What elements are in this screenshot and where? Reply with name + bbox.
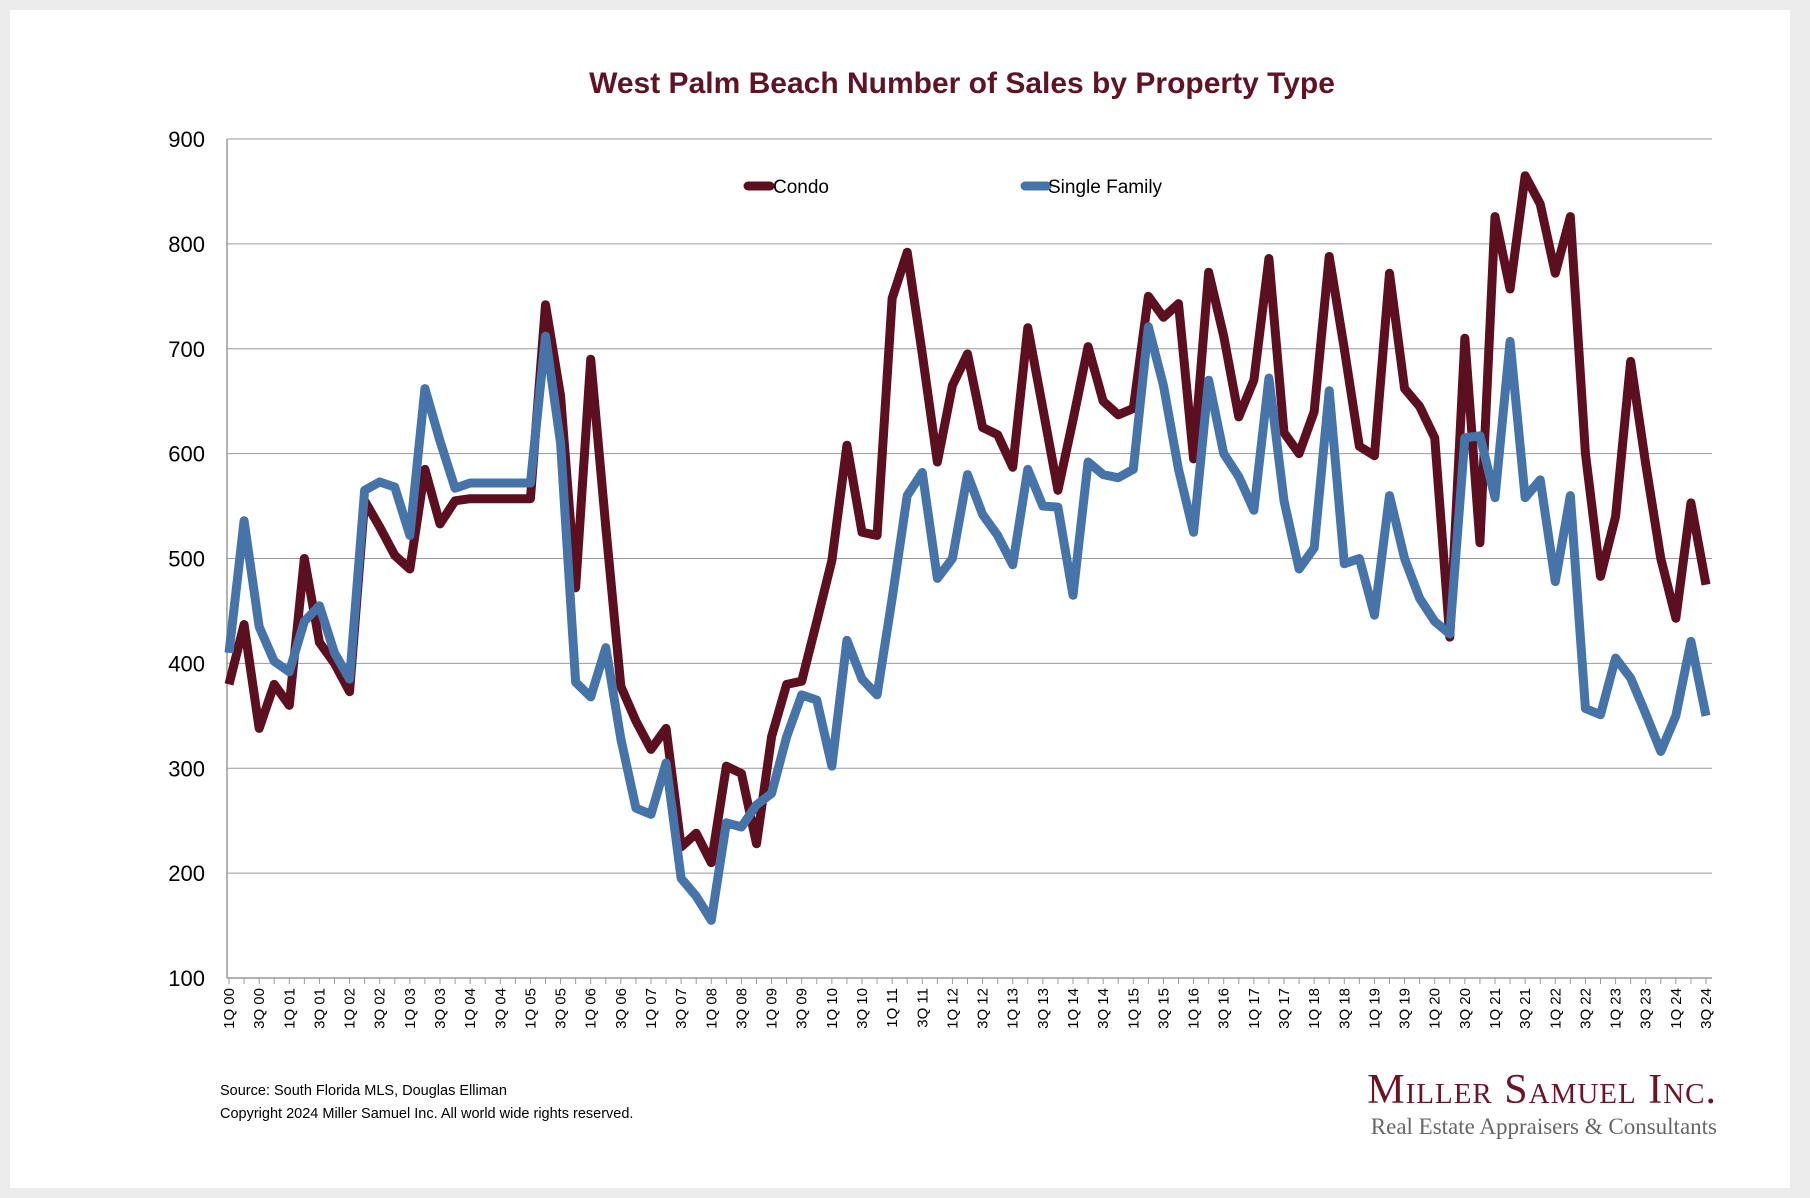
series-lines: [224, 171, 1711, 925]
x-tick-label: 3Q 22: [1577, 988, 1594, 1029]
x-tick-label: 3Q 07: [673, 988, 690, 1029]
x-tick-label: 1Q 16: [1186, 988, 1203, 1029]
x-tick-label: 1Q 01: [281, 988, 298, 1029]
x-tick-label: 3Q 06: [613, 988, 630, 1029]
x-tick-label: 3Q 09: [794, 988, 811, 1029]
x-tick-label: 1Q 02: [342, 988, 359, 1029]
single-family-line: [224, 322, 1711, 925]
legend: Condo Single Family: [743, 177, 1163, 198]
x-tick-label: 1Q 21: [1487, 988, 1504, 1029]
x-tick-label: 1Q 20: [1427, 988, 1444, 1029]
source-note: Source: South Florida MLS, Douglas Ellim…: [220, 1083, 507, 1099]
chart-title: West Palm Beach Number of Sales by Prope…: [589, 67, 1335, 100]
condo-legend-label: Condo: [773, 177, 829, 198]
x-tick-label: 3Q 02: [372, 988, 389, 1029]
x-tick-label: 3Q 01: [311, 988, 328, 1029]
x-tick-label: 3Q 00: [251, 988, 268, 1029]
y-tick-label: 500: [168, 547, 205, 572]
x-tick-label: 3Q 03: [432, 988, 449, 1029]
x-tick-label: 3Q 04: [492, 988, 509, 1029]
x-tick-label: 3Q 13: [1035, 988, 1052, 1029]
x-tick-label: 1Q 17: [1246, 988, 1263, 1029]
x-tick-label: 3Q 12: [975, 988, 992, 1029]
x-tick-label: 3Q 23: [1638, 988, 1655, 1029]
x-tick-label: 1Q 15: [1125, 988, 1142, 1029]
x-tick-label: 1Q 22: [1547, 988, 1564, 1029]
y-tick-label: 400: [168, 651, 205, 676]
x-tick-label: 3Q 21: [1517, 988, 1534, 1029]
x-tick-label: 3Q 11: [914, 988, 931, 1028]
x-axis: 1Q 00 3Q 00 1Q 01 3Q 01 1Q 02 3Q 02 1Q 03 3Q 03…: [221, 977, 1715, 1029]
x-tick-label: 1Q 24: [1668, 988, 1685, 1029]
x-tick-label: 1Q 03: [402, 988, 419, 1029]
x-tick-label: 1Q 07: [643, 988, 660, 1029]
x-tick-label: 3Q 05: [553, 988, 570, 1029]
x-tick-label: 3Q 16: [1216, 988, 1233, 1029]
y-tick-label: 200: [168, 861, 205, 886]
x-tick-label: 1Q 14: [1065, 988, 1082, 1029]
x-tick-label: 3Q 14: [1095, 988, 1112, 1029]
x-tick-label: 3Q 08: [733, 988, 750, 1029]
x-tick-label: 3Q 10: [854, 988, 871, 1029]
y-axis: 100 200 300 400 500 600 700 800 900: [168, 127, 228, 991]
copyright-note: Copyright 2024 Miller Samuel Inc. All wo…: [220, 1106, 634, 1122]
y-tick-label: 800: [168, 232, 205, 257]
logo-tagline: Real Estate Appraisers & Consultants: [1370, 1114, 1717, 1139]
x-tick-label: 1Q 08: [703, 988, 720, 1029]
x-tick-label: 3Q 20: [1457, 988, 1474, 1029]
logo-name: Miller Samuel Inc.: [1367, 1067, 1717, 1113]
x-tick-label: 3Q 15: [1155, 988, 1172, 1029]
x-tick-label: 3Q 17: [1276, 988, 1293, 1029]
x-tick-label: 1Q 04: [462, 988, 479, 1029]
y-tick-label: 100: [168, 966, 205, 991]
condo-line: [224, 171, 1711, 868]
x-tick-label: 1Q 00: [221, 988, 238, 1029]
y-tick-label: 300: [168, 756, 205, 781]
x-tick-label: 1Q 23: [1608, 988, 1625, 1029]
company-logo: Miller Samuel Inc. Real Estate Appraiser…: [1367, 1068, 1717, 1142]
chart-frame: [10, 10, 1790, 1188]
x-tick-label: 1Q 13: [1005, 988, 1022, 1029]
x-tick-label: 1Q 19: [1366, 988, 1383, 1029]
y-tick-label: 600: [168, 442, 205, 467]
y-tick-label: 700: [168, 337, 205, 362]
x-tick-label: 1Q 12: [944, 988, 961, 1029]
x-tick-label: 1Q 09: [764, 988, 781, 1029]
y-tick-label: 900: [168, 127, 205, 152]
x-tick-label: 1Q 18: [1306, 988, 1323, 1029]
x-tick-label: 3Q 19: [1397, 988, 1414, 1029]
x-tick-label: 1Q 10: [824, 988, 841, 1029]
x-tick-label: 3Q 18: [1336, 988, 1353, 1029]
x-tick-label: 1Q 06: [583, 988, 600, 1029]
single-family-legend-label: Single Family: [1048, 177, 1163, 198]
x-tick-label: 1Q 05: [522, 988, 539, 1029]
x-tick-label: 3Q 24: [1698, 988, 1715, 1029]
x-tick-label: 1Q 11: [884, 988, 901, 1028]
